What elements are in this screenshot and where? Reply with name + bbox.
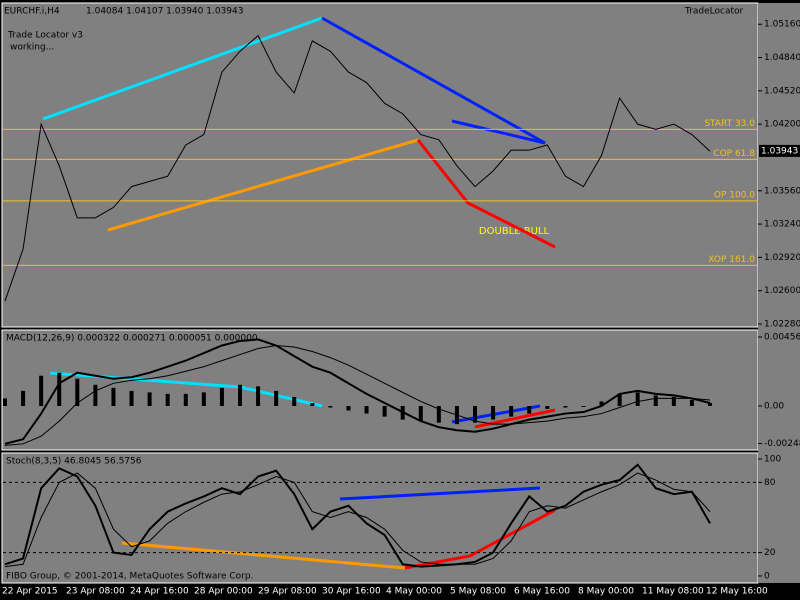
y-tick-label: 1.04520: [764, 86, 800, 96]
macd-bar: [93, 384, 98, 406]
pattern-line: [416, 139, 556, 249]
current-price: 1.03943: [761, 146, 798, 156]
symbol: EURCHF.i,H4: [4, 7, 60, 17]
time-label: 29 Apr 08:00: [258, 587, 317, 597]
time-label: 11 May 08:00: [642, 587, 704, 597]
time-label: 30 Apr 16:00: [322, 587, 381, 597]
macd-title: MACD(12,26,9) 0.000322 0.000271 0.000051…: [6, 334, 258, 344]
macd-bar: [292, 396, 297, 406]
macd-bar: [111, 387, 116, 406]
y-tick-label: 100: [764, 454, 781, 464]
fib-level-label: START 33.0: [704, 119, 755, 129]
macd-bar: [671, 396, 676, 406]
price-panel: [1, 2, 759, 328]
macd-bar: [418, 405, 423, 422]
time-label: 8 May 00:00: [578, 587, 634, 597]
time-label: 12 May 16:00: [706, 587, 768, 597]
pattern-annotation: DOUBLE BULL: [479, 226, 550, 237]
y-tick-label: -0.002487: [764, 439, 800, 449]
y-tick-label: 1.02280: [764, 319, 800, 329]
time-label: 28 Apr 00:00: [194, 587, 253, 597]
series-line: [4, 472, 711, 568]
pattern-line: [107, 138, 419, 232]
series-line: [4, 338, 711, 445]
macd-bar: [39, 375, 44, 406]
fib-level-label: COP 61.8: [713, 149, 755, 159]
macd-bar: [310, 402, 315, 406]
macd-bar: [689, 399, 694, 406]
macd-bar: [147, 392, 152, 406]
macd-bar: [545, 405, 550, 410]
macd-bar: [653, 395, 658, 406]
time-label: 4 May 00:00: [386, 587, 442, 597]
current-price-box: [759, 144, 800, 157]
macd-bar: [57, 372, 62, 406]
fib-level-label: OP 100.0: [714, 190, 755, 200]
y-tick-label: 0: [764, 571, 770, 581]
time-label: 22 Apr 2015: [2, 587, 58, 597]
fib-level-label: XOP 161.0: [708, 255, 755, 265]
macd-bar: [328, 405, 333, 408]
series-line: [4, 34, 711, 302]
macd-panel: [1, 329, 759, 451]
macd-bar: [165, 393, 170, 406]
pattern-line: [121, 541, 406, 570]
stoch-panel: [1, 452, 759, 584]
macd-bar: [21, 390, 26, 406]
brand: TradeLocator: [684, 7, 744, 17]
macd-bar: [563, 405, 568, 408]
macd-bar: [599, 401, 604, 406]
macd-bar: [581, 405, 586, 407]
y-tick-label: 1.02920: [764, 253, 800, 263]
macd-bar: [708, 402, 712, 406]
time-label: 6 May 16:00: [514, 587, 570, 597]
pattern-line: [451, 404, 541, 424]
y-tick-label: 1.02600: [764, 286, 800, 296]
macd-bar: [201, 392, 206, 406]
y-tick-label: 1.03560: [764, 186, 800, 196]
time-label: 23 Apr 08:00: [66, 587, 125, 597]
y-tick-label: 0.004561: [764, 333, 800, 343]
macd-bar: [617, 393, 622, 406]
macd-bar: [346, 405, 351, 411]
macd-bar: [256, 386, 261, 406]
footer: FIBO Group, © 2001-2014, MetaQuotes Soft…: [6, 572, 253, 582]
pattern-line: [474, 408, 556, 429]
macd-bar: [75, 378, 80, 406]
y-tick-label: 0.00: [764, 401, 784, 411]
pattern-line: [339, 486, 541, 501]
stoch-title: Stoch(8,3,5) 46.8045 56.5756: [6, 457, 142, 467]
macd-bar: [238, 384, 242, 406]
macd-bar: [183, 393, 188, 406]
y-tick-label: 20: [764, 548, 776, 558]
series-line: [4, 344, 711, 446]
y-tick-label: 1.04200: [764, 120, 800, 130]
time-label: 24 Apr 16:00: [130, 587, 189, 597]
y-tick-label: 1.03240: [764, 220, 800, 230]
time-label: 5 May 08:00: [450, 587, 506, 597]
macd-bar: [364, 405, 369, 414]
macd-bar: [509, 405, 514, 417]
macd-bar: [129, 390, 134, 406]
macd-bar: [473, 405, 477, 423]
macd-bar: [491, 405, 496, 420]
macd-bar: [3, 398, 7, 406]
price-axis: [758, 3, 800, 583]
pattern-line: [321, 16, 546, 145]
y-tick-label: 1.04840: [764, 53, 800, 63]
pattern-line: [404, 508, 556, 570]
y-tick-label: 80: [764, 478, 776, 488]
y-tick-label: 1.05160: [764, 20, 800, 30]
ohlc: 1.04084 1.04107 1.03940 1.03943: [86, 7, 243, 17]
indicator-name: Trade Locator v3: [7, 31, 83, 41]
macd-bar: [635, 392, 640, 406]
pattern-line: [42, 16, 323, 121]
macd-bar: [274, 390, 279, 406]
indicator-status: working...: [10, 43, 54, 53]
macd-bar: [219, 387, 224, 406]
macd-bar: [527, 405, 532, 414]
macd-bar: [382, 405, 387, 417]
macd-bar: [436, 405, 441, 423]
